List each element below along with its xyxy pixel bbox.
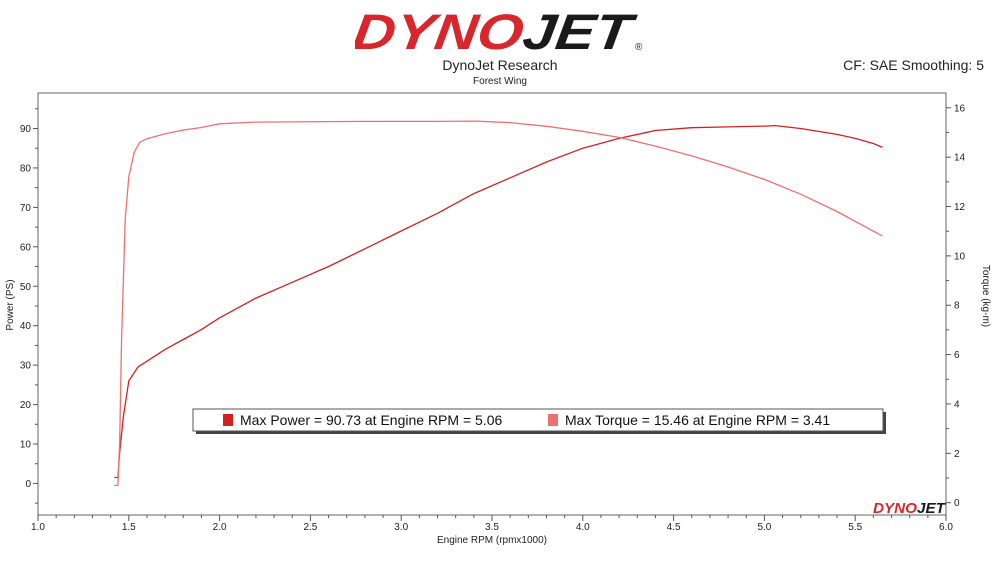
x-tick-label: 5.0 xyxy=(757,522,771,533)
y-tick-label: 20 xyxy=(20,400,32,411)
y-tick-label: 60 xyxy=(20,242,32,253)
y-tick-label: 80 xyxy=(20,163,32,174)
series-layer xyxy=(114,120,883,487)
y2-tick-label: 0 xyxy=(954,498,960,509)
x-tick-label: 4.5 xyxy=(667,522,681,533)
dynojet-logo: DYNO JET ® xyxy=(355,6,643,56)
legend-swatch-torque xyxy=(548,414,558,426)
x-tick-label: 2.5 xyxy=(303,522,317,533)
y2-tick-label: 6 xyxy=(954,350,960,361)
y2-tick-label: 14 xyxy=(954,153,966,164)
y2-axis-label: Torque (kg-m) xyxy=(980,265,991,327)
correction-factor-info: CF: SAE Smoothing: 5 xyxy=(843,57,984,73)
dynojet-logo-text: DYNO JET xyxy=(355,6,640,56)
y-axis-power: 0 10 20 30 40 50 60 70 80 90 xyxy=(20,108,38,504)
y2-tick-label: 16 xyxy=(954,103,966,114)
y2-tick-label: 4 xyxy=(954,399,960,410)
y2-tick-label: 2 xyxy=(954,449,960,460)
y-tick-label: 70 xyxy=(20,203,32,214)
x-tick-label: 3.5 xyxy=(485,522,499,533)
y-axis-torque: 0 2 4 6 8 10 12 14 16 xyxy=(946,103,966,509)
x-tick-label: 6.0 xyxy=(939,522,953,533)
x-tick-label: 1.5 xyxy=(122,522,136,533)
legend-box xyxy=(192,408,884,432)
dynojet-watermark: DYNOJET xyxy=(873,500,947,517)
x-tick-label: 1.0 xyxy=(31,522,45,533)
series-line-power xyxy=(114,124,883,479)
registered-mark: ® xyxy=(635,42,643,53)
y-tick-label: 40 xyxy=(20,321,32,332)
plot-area xyxy=(37,92,947,516)
x-axis: 1.0 1.5 2.0 2.5 3.0 3.5 4.0 4.5 5.0 5.5 6.0 xyxy=(31,515,953,533)
legend: Max Power = 90.73 at Engine RPM = 5.06 M… xyxy=(192,408,886,434)
y-tick-label: 90 xyxy=(20,124,32,135)
y-tick-label: 10 xyxy=(20,440,32,451)
x-tick-label: 5.5 xyxy=(848,522,862,533)
series-line-torque xyxy=(114,120,883,487)
x-tick-label: 4.0 xyxy=(576,522,590,533)
y-tick-label: 0 xyxy=(25,479,31,490)
x-tick-label: 3.0 xyxy=(394,522,408,533)
chart-title: DynoJet Research xyxy=(442,57,558,73)
y2-tick-label: 8 xyxy=(954,301,960,312)
y2-tick-label: 10 xyxy=(954,251,966,262)
legend-entry-torque: Max Torque = 15.46 at Engine RPM = 3.41 xyxy=(565,412,830,428)
x-tick-label: 2.0 xyxy=(213,522,227,533)
y-tick-label: 30 xyxy=(20,361,32,372)
x-axis-label: Engine RPM (rpmx1000) xyxy=(437,535,547,546)
legend-swatch-power xyxy=(223,414,233,426)
y-tick-label: 50 xyxy=(20,282,32,293)
y-axis-label: Power (PS) xyxy=(5,279,16,330)
chart-subtitle: Forest Wing xyxy=(473,76,527,87)
y2-tick-label: 12 xyxy=(954,202,966,213)
legend-entry-power: Max Power = 90.73 at Engine RPM = 5.06 xyxy=(240,412,502,428)
